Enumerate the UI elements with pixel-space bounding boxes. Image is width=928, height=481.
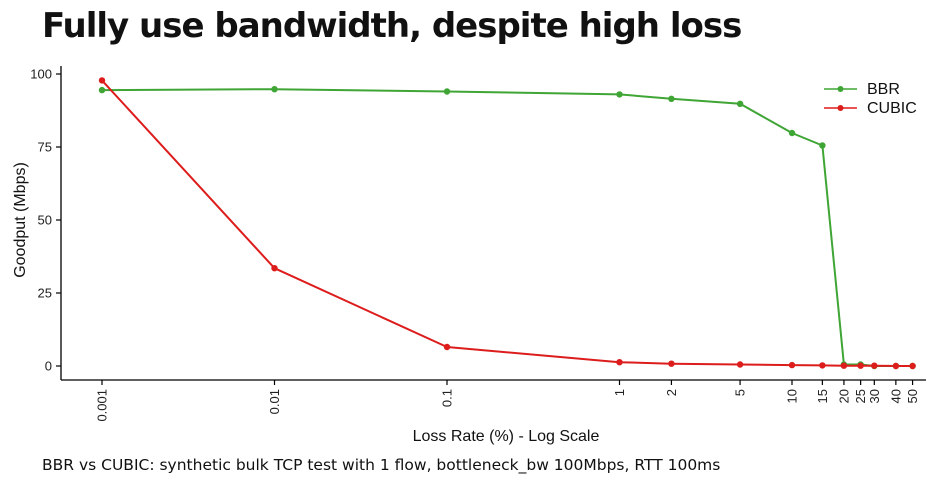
legend-marker-bbr [837,86,844,92]
data-point-cubic [892,362,900,370]
y-tick-label: 50 [38,213,52,228]
y-ticks: 0 25 50 75 100 [30,67,61,374]
y-tick-label: 0 [45,359,52,374]
y-tick-label: 25 [38,286,52,301]
x-tick-label: 30 [867,389,882,403]
page-title: Fully use bandwidth, despite high loss [42,6,742,46]
x-tick-label: 0.1 [440,389,455,407]
data-point-cubic [819,362,826,369]
y-tick-label: 75 [38,140,52,155]
data-point-cubic [909,362,916,370]
series-points [98,77,916,370]
legend: BBR CUBIC [824,81,917,117]
data-point-cubic [788,361,796,369]
data-point-bbr [668,95,675,103]
data-point-cubic [736,361,744,368]
data-point-bbr [98,86,106,94]
data-point-bbr [819,142,826,149]
x-tick-label: 0.001 [95,389,110,422]
x-tick-label: 5 [733,389,748,396]
data-point-bbr [443,88,451,95]
y-axis-title: Goodput (Mbps) [12,162,29,278]
legend-marker-cubic [837,105,844,111]
figure-caption: BBR vs CUBIC: synthetic bulk TCP test wi… [42,456,721,474]
data-point-cubic [840,362,848,369]
data-point-bbr [788,129,796,137]
legend-item-cubic: CUBIC [824,100,917,117]
x-tick-label: 40 [888,389,903,403]
legend-label-bbr: BBR [867,81,900,98]
data-point-cubic [668,360,675,367]
x-tick-label: 15 [815,389,830,403]
data-point-bbr [616,91,623,98]
x-tick-label: 2 [664,389,679,396]
x-tick-label: 50 [905,389,920,403]
x-tick-label: 1 [612,389,627,396]
x-tick-label: 0.01 [267,389,282,414]
series-lines [101,79,913,367]
data-point-cubic [271,265,278,272]
axes [60,66,926,381]
data-point-bbr [736,100,744,108]
data-point-cubic [616,359,623,366]
series-line-cubic [101,79,913,367]
x-tick-label: 25 [853,389,868,403]
x-axis-title: Loss Rate (%) - Log Scale [413,428,600,445]
x-tick-label: 20 [836,389,851,403]
data-point-cubic [871,362,878,369]
data-point-cubic [98,77,106,84]
legend-item-bbr: BBR [824,81,900,98]
data-point-bbr [271,86,278,93]
y-tick-label: 100 [30,67,52,82]
x-tick-label: 10 [785,389,800,403]
data-point-cubic [857,362,864,369]
data-point-cubic [443,343,451,351]
legend-label-cubic: CUBIC [867,100,917,117]
